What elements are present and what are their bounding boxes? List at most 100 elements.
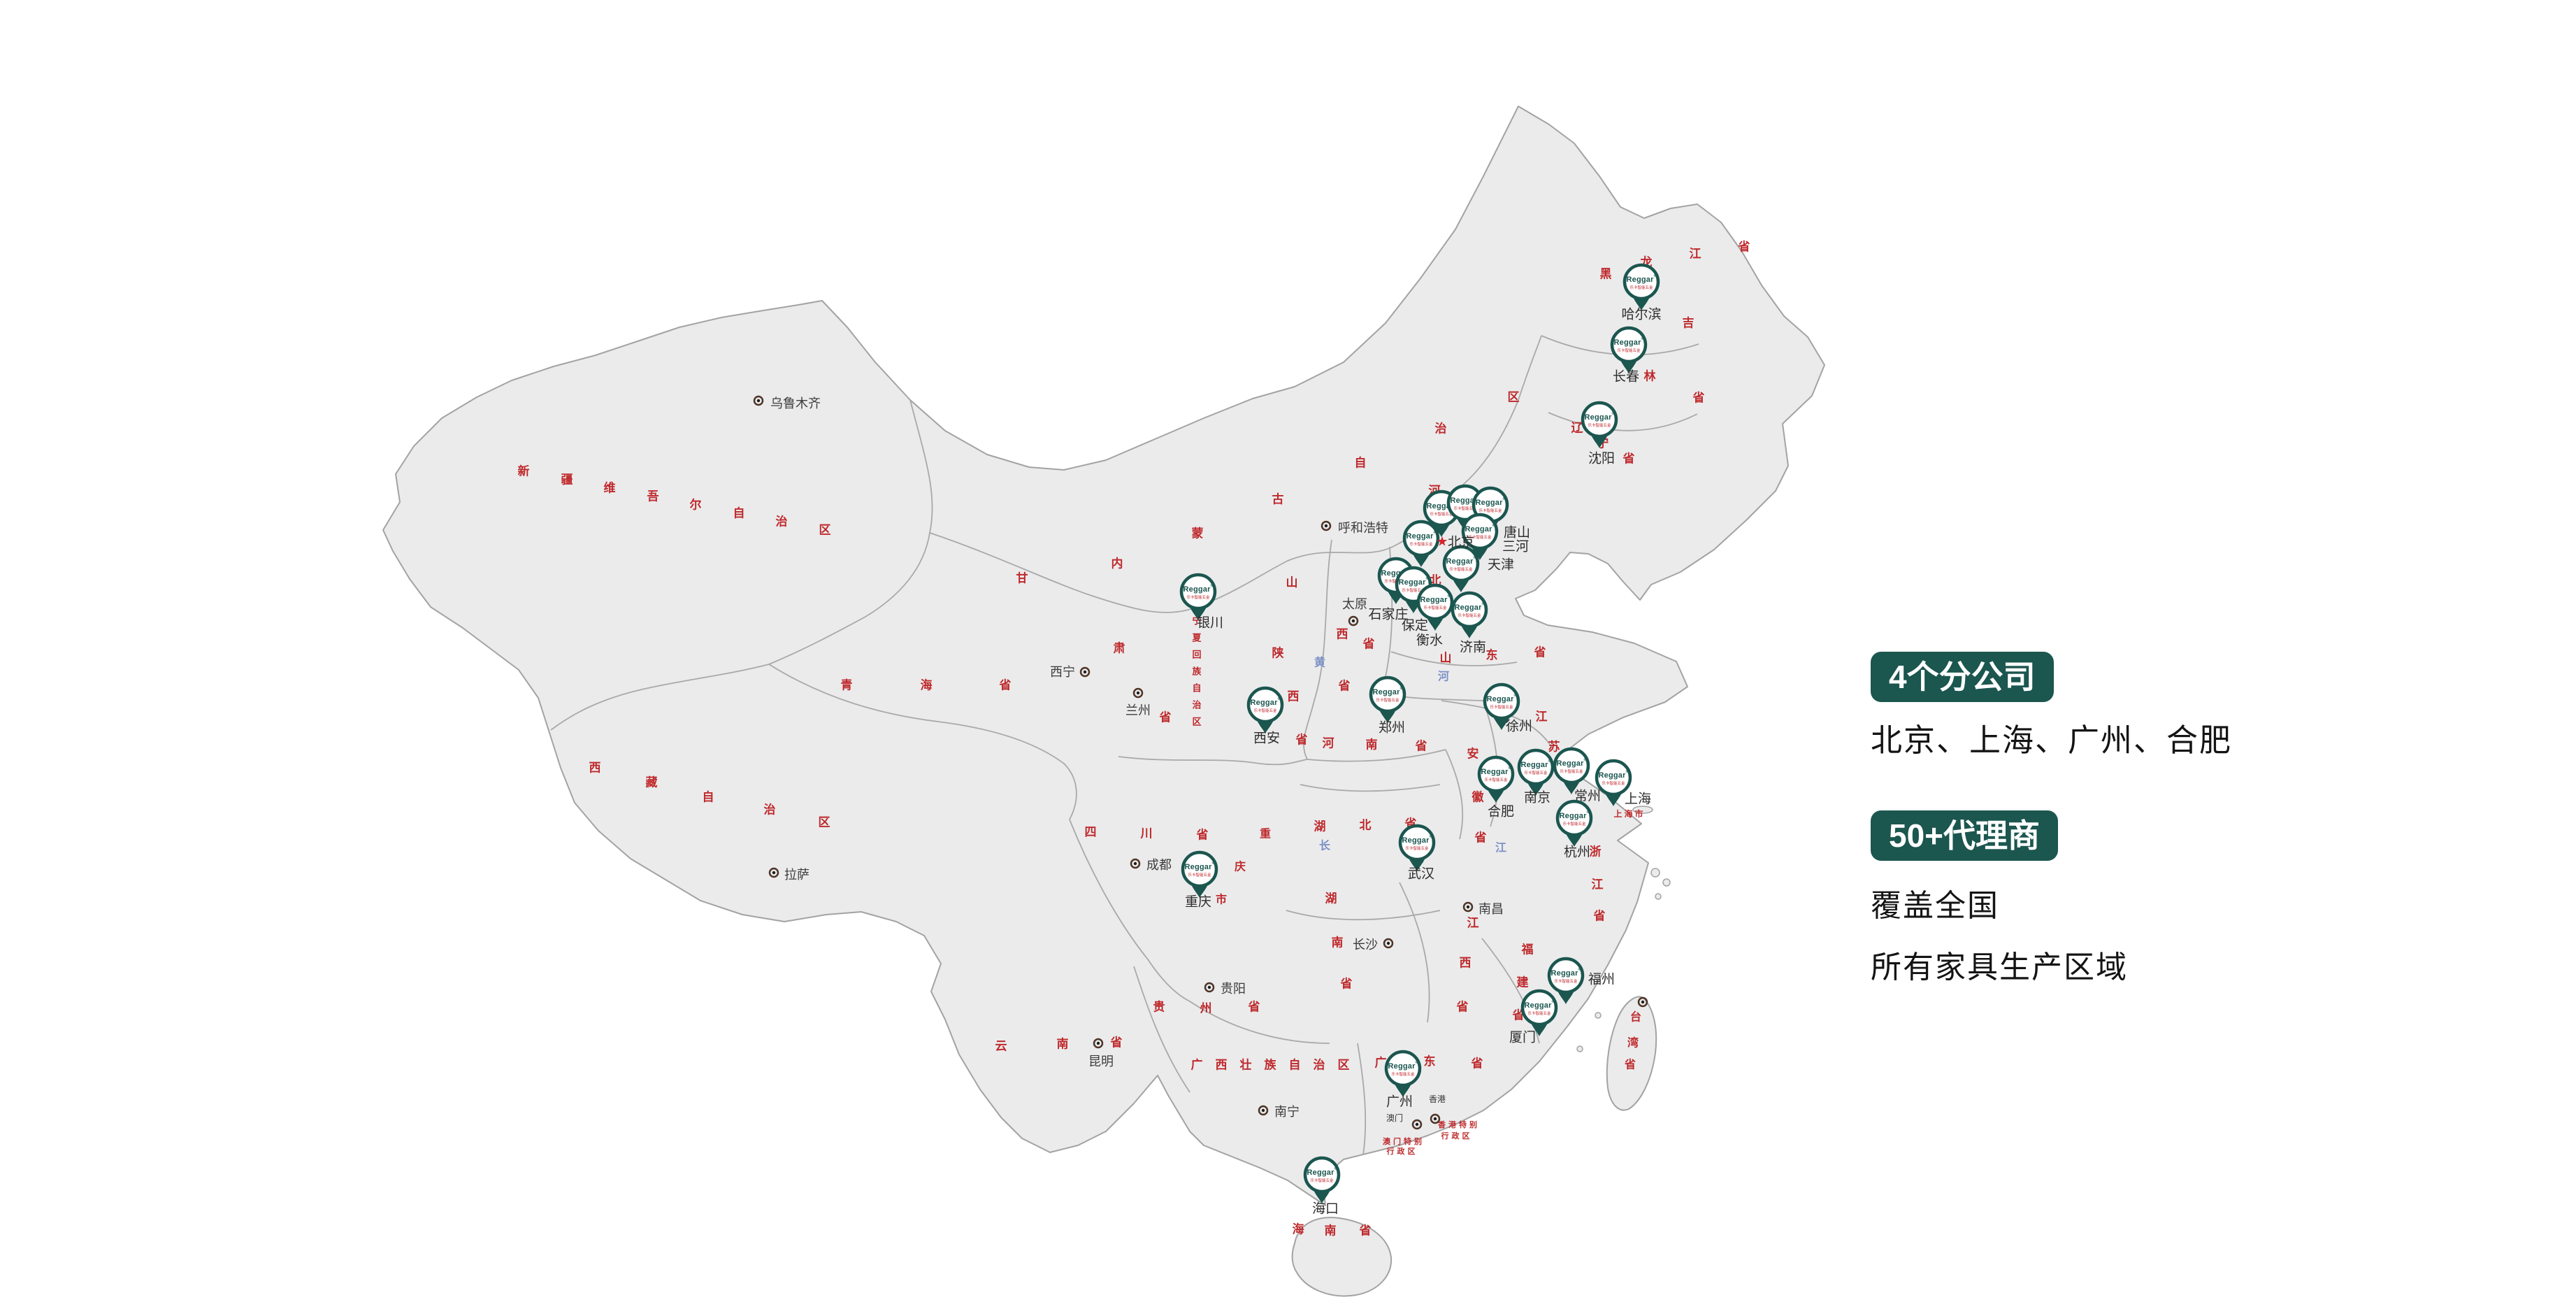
map-pin-银川[interactable]: Reggar®乐卡智能五金 bbox=[1179, 573, 1217, 620]
reggar-logo-subtext: 乐卡智能五金 bbox=[1430, 511, 1453, 517]
city-label-徐州: 徐州 bbox=[1506, 719, 1532, 734]
map-pin-广州[interactable]: Reggar®乐卡智能五金 bbox=[1384, 1050, 1422, 1097]
branches-badge: 4个分公司 bbox=[1871, 652, 2054, 702]
province-label-浙江省: 浙 bbox=[1590, 845, 1602, 859]
province-label-浙江省: 省 bbox=[1593, 909, 1606, 923]
province-label-西藏自治区: 区 bbox=[819, 816, 830, 829]
reggar-logo-text: Reggar® bbox=[1388, 1060, 1418, 1071]
capital-dot-icon bbox=[1415, 1122, 1419, 1127]
pin-circle bbox=[1520, 989, 1558, 1027]
province-label-四川省: 四 bbox=[1085, 826, 1097, 839]
capital-dot-icon bbox=[1637, 996, 1648, 1008]
map-pin-南京[interactable]: Reggar®乐卡智能五金 bbox=[1517, 748, 1555, 796]
pin-circle bbox=[1384, 1050, 1422, 1087]
city-label-天津: 天津 bbox=[1488, 557, 1514, 573]
dealers-badge: 50+代理商 bbox=[1871, 810, 2059, 861]
province-label-辽宁省: 省 bbox=[1622, 452, 1635, 466]
map-pin-徐州[interactable]: Reggar®乐卡智能五金 bbox=[1483, 682, 1520, 730]
map-pin-三河[interactable]: Reggar®乐卡智能五金 bbox=[1461, 513, 1499, 560]
dot-city-label-拉萨: 拉萨 bbox=[784, 868, 810, 882]
map-pin-常州[interactable]: Reggar®乐卡智能五金 bbox=[1553, 747, 1590, 794]
map-pin-厦门[interactable]: Reggar®乐卡智能五金 bbox=[1520, 989, 1558, 1036]
pin-circle bbox=[1610, 326, 1648, 364]
province-label-内蒙古自治区: 自 bbox=[1355, 456, 1367, 470]
reggar-logo-text: Reggar® bbox=[1251, 696, 1281, 707]
city-label-上海: 上海 bbox=[1625, 792, 1651, 807]
map-pin-福州[interactable]: Reggar®乐卡智能五金 bbox=[1547, 957, 1585, 1004]
info-panel: 4个分公司 北京、上海、广州、合肥 50+代理商 覆盖全国 所有家具生产区域 bbox=[1871, 652, 2360, 987]
province-label-广东省: 广 bbox=[1375, 1056, 1387, 1070]
reggar-logo-subtext: 乐卡智能五金 bbox=[1629, 285, 1653, 290]
map-pin-北京[interactable]: Reggar®乐卡智能五金 bbox=[1402, 520, 1440, 567]
capital-dot-icon bbox=[1130, 858, 1141, 869]
province-label-山西省: 西 bbox=[1337, 628, 1348, 641]
province-label-黑龙江省: 江 bbox=[1690, 248, 1701, 261]
province-label-重庆市: 重 bbox=[1260, 827, 1271, 841]
map-pin-衡水[interactable]: Reggar®乐卡智能五金 bbox=[1416, 583, 1454, 631]
capital-dot-icon bbox=[1132, 687, 1144, 699]
pin-circle bbox=[1477, 755, 1515, 793]
map-pin-天津[interactable]: Reggar®乐卡智能五金 bbox=[1442, 545, 1480, 592]
reggar-logo-subtext: 乐卡智能五金 bbox=[1588, 422, 1611, 428]
reggar-logo-subtext: 乐卡智能五金 bbox=[1484, 777, 1508, 782]
province-label-内蒙古自治区: 古 bbox=[1272, 492, 1284, 506]
city-label-重庆: 重庆 bbox=[1185, 894, 1211, 910]
reggar-logo-subtext: 乐卡智能五金 bbox=[1449, 566, 1473, 572]
pin-circle bbox=[1398, 824, 1436, 861]
province-label-黑龙江省: 黑 bbox=[1600, 268, 1612, 281]
map-pin-长春[interactable]: Reggar®乐卡智能五金 bbox=[1610, 326, 1648, 373]
reggar-logo-subtext: 乐卡智能五金 bbox=[1188, 872, 1211, 878]
reggar-logo-subtext: 乐卡智能五金 bbox=[1405, 845, 1429, 851]
province-label-福建省: 福 bbox=[1521, 943, 1534, 957]
reggar-logo-text: Reggar® bbox=[1465, 523, 1495, 534]
pin-circle bbox=[1547, 957, 1585, 994]
river-label-长江: 江 bbox=[1495, 842, 1506, 854]
province-label-河南省: 南 bbox=[1366, 738, 1378, 752]
map-pin-沈阳[interactable]: Reggar®乐卡智能五金 bbox=[1581, 401, 1618, 448]
province-label-云南省: 南 bbox=[1057, 1037, 1069, 1051]
province-label-江西省: 江 bbox=[1467, 917, 1479, 930]
reggar-logo-text: Reggar® bbox=[1525, 999, 1555, 1010]
dot-city-label-长沙: 长沙 bbox=[1353, 938, 1378, 952]
dot-city-呼和浩特: 呼和浩特 bbox=[1321, 520, 1388, 535]
dot-city-label-贵阳: 贵阳 bbox=[1221, 982, 1246, 996]
dot-city-label-兰州: 兰州 bbox=[1125, 703, 1151, 717]
capital-dot-icon bbox=[1641, 1000, 1645, 1004]
capital-dot-icon bbox=[753, 395, 764, 406]
map-pin-郑州[interactable]: Reggar®乐卡智能五金 bbox=[1369, 675, 1406, 723]
province-label-青海省: 省 bbox=[999, 678, 1012, 692]
map-pin-unlabeled[interactable]: Reggar®乐卡智能五金 bbox=[1423, 489, 1460, 537]
province-label-江西省: 西 bbox=[1460, 957, 1472, 970]
pin-circle bbox=[1416, 583, 1454, 621]
map-pin-海口[interactable]: Reggar®乐卡智能五金 bbox=[1303, 1156, 1341, 1203]
province-label-吉林省: 林 bbox=[1644, 369, 1656, 383]
province-label-新疆维吾尔自治区: 自 bbox=[733, 506, 745, 520]
province-label-内蒙古自治区: 内 bbox=[1111, 557, 1123, 571]
reggar-logo-text: Reggar® bbox=[1557, 757, 1587, 768]
map-pin-武汉[interactable]: Reggar®乐卡智能五金 bbox=[1398, 824, 1436, 871]
province-labels-layer: 黑龙江省吉林省辽宁省内蒙古自治区新疆维吾尔自治区西藏自治区青海省甘肃省宁夏回族自… bbox=[518, 240, 1750, 1238]
city-label-保定: 保定 bbox=[1402, 618, 1428, 634]
province-label-广西壮族自治区: 自 bbox=[1289, 1058, 1301, 1072]
reggar-logo-subtext: 乐卡智能五金 bbox=[1402, 587, 1425, 593]
map-pin-重庆[interactable]: Reggar®乐卡智能五金 bbox=[1181, 850, 1218, 898]
capital-dot-icon bbox=[1324, 524, 1328, 528]
city-label-常州: 常州 bbox=[1574, 789, 1601, 804]
map-pin-杭州[interactable]: Reggar®乐卡智能五金 bbox=[1555, 799, 1593, 847]
province-label-广东省: 东 bbox=[1424, 1054, 1436, 1068]
capital-dot-icon bbox=[1383, 938, 1394, 949]
map-pin-合肥[interactable]: Reggar®乐卡智能五金 bbox=[1477, 755, 1515, 803]
city-label-西安: 西安 bbox=[1253, 731, 1280, 746]
map-pin-哈尔滨[interactable]: Reggar®乐卡智能五金 bbox=[1622, 263, 1660, 310]
city-label-福州: 福州 bbox=[1588, 972, 1615, 987]
province-label-宁夏回族自治区: 自 bbox=[1192, 683, 1201, 694]
dot-city-label-成都: 成都 bbox=[1146, 858, 1172, 872]
map-pin-济南[interactable]: Reggar®乐卡智能五金 bbox=[1451, 591, 1488, 638]
map-pin-西安[interactable]: Reggar®乐卡智能五金 bbox=[1246, 686, 1284, 734]
dot-city-label-呼和浩特: 呼和浩特 bbox=[1338, 521, 1388, 535]
province-label-陕西省: 西 bbox=[1288, 690, 1300, 703]
map-pin-上海[interactable]: Reggar®乐卡智能五金 bbox=[1595, 759, 1632, 806]
province-label-台湾省: 省 bbox=[1624, 1058, 1636, 1071]
city-label-南京: 南京 bbox=[1524, 790, 1550, 806]
